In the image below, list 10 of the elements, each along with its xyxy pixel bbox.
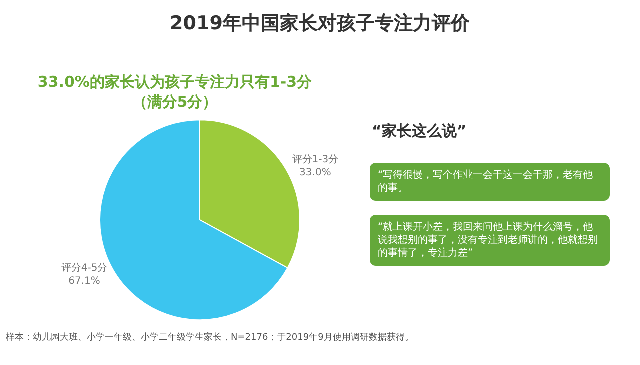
slice-label: 评分4-5分 — [61, 262, 108, 274]
data-label: 67.1% — [68, 276, 100, 287]
chart-title: 2019年中国家长对孩子专注力评价 — [170, 12, 471, 35]
chart-subtitle: 33.0%的家长认为孩子专注力只有1-3分（满分5分） — [36, 72, 314, 112]
text: “就上课开小差，我回来问他上课为什么溜号，他说我想别的事了，没有专注到老师讲的，他就想别的事情了，专注力差” — [370, 215, 610, 266]
slice-label: 评分1-3分 — [292, 153, 339, 166]
text: “写得很慢，写个作业一会干这一会干那，老有他的事。 — [370, 163, 610, 201]
text: 样本：幼儿园大班、小学一年级、小学二年级学生家长，N=2176；于2019年9月使用调研数据获得。 — [6, 332, 415, 344]
data-label: 33.0% — [300, 167, 332, 178]
text: “家长这么说” — [372, 122, 467, 141]
